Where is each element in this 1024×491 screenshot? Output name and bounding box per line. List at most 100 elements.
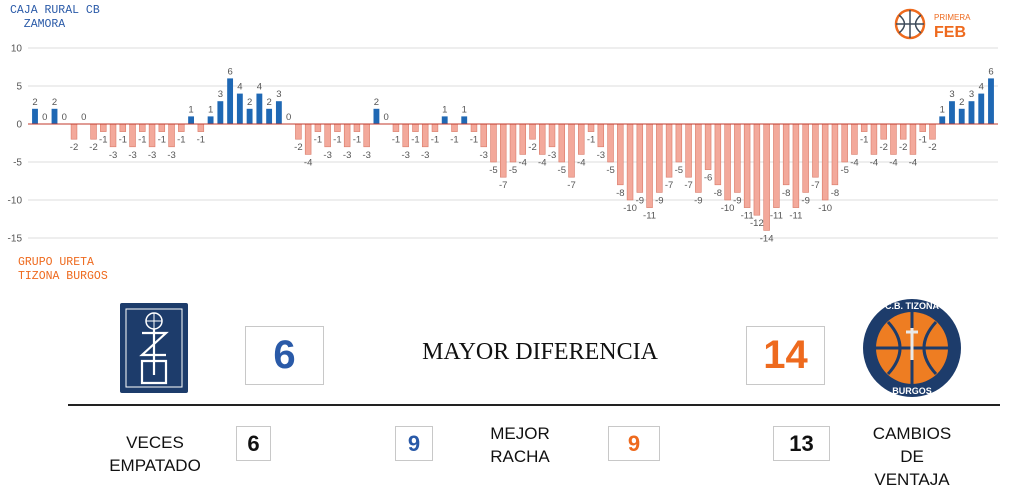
chart-bar <box>236 93 243 124</box>
ties-label: VECES EMPATADO <box>95 431 215 477</box>
bar-value-label: -2 <box>879 142 887 153</box>
chart-bar <box>441 116 448 124</box>
chart-bar <box>100 123 107 132</box>
lead-changes-label-line3: VENTAJA <box>874 470 950 489</box>
chart-bar <box>626 123 634 201</box>
chart-bar <box>646 123 653 208</box>
chart-bar <box>802 123 809 193</box>
ties-value-box: 6 <box>236 426 271 461</box>
chart-bar <box>451 123 458 132</box>
bar-value-label: 3 <box>969 89 974 100</box>
bar-value-label: -8 <box>782 188 790 199</box>
bar-value-label: -2 <box>928 142 936 153</box>
chart-bar <box>529 123 536 140</box>
bar-value-label: 0 <box>286 112 291 123</box>
bar-value-label: -3 <box>362 150 370 161</box>
lead-changes-value-box: 13 <box>773 426 830 461</box>
chart-bar <box>968 101 975 124</box>
feb-text: FEB <box>934 24 966 41</box>
chart-bar <box>304 123 312 155</box>
chart-bar <box>217 101 224 124</box>
bar-value-label: -1 <box>99 135 107 146</box>
chart-bar <box>256 93 263 124</box>
bar-value-label: 1 <box>442 104 447 115</box>
chart-bar <box>295 123 302 140</box>
chart-bar <box>266 108 273 124</box>
chart-bar <box>470 123 478 132</box>
bar-value-label: -1 <box>392 135 400 146</box>
bar-value-label: -1 <box>197 135 205 146</box>
chart-bar <box>412 123 419 132</box>
bar-value-label: 0 <box>62 112 67 123</box>
bar-value-label: -5 <box>840 165 848 176</box>
bar-value-label: 3 <box>949 89 954 100</box>
chart-bar <box>139 123 146 132</box>
bar-value-label: -1 <box>177 135 185 146</box>
bar-value-label: 2 <box>959 97 964 108</box>
chart-bar <box>119 123 127 132</box>
chart-bar <box>90 123 97 140</box>
chart-bar <box>314 123 322 132</box>
streak-label-line2: RACHA <box>490 447 550 466</box>
chart-bar <box>656 123 663 193</box>
ties-label-line2: EMPATADO <box>109 456 201 475</box>
chart-bar <box>519 123 526 155</box>
chart-bar <box>70 123 78 140</box>
bar-value-label: -4 <box>577 157 585 168</box>
bar-value-label: -9 <box>733 195 741 206</box>
chart-bar <box>724 123 731 201</box>
bar-value-label: -1 <box>587 135 595 146</box>
bar-value-label: -14 <box>760 233 774 244</box>
bar-value-label: -5 <box>509 165 517 176</box>
chart-bar <box>939 116 946 124</box>
bar-value-label: -8 <box>616 188 624 199</box>
team-a-logo <box>120 303 188 393</box>
bar-value-label: 3 <box>276 89 281 100</box>
chart-bar <box>792 123 800 208</box>
chart-bar <box>32 108 38 124</box>
chart-bar <box>665 123 673 178</box>
max-diff-team-b-box: 14 <box>746 326 825 385</box>
ties-label-line1: VECES <box>126 433 184 452</box>
bar-value-label: -2 <box>70 142 78 153</box>
bar-value-label: -8 <box>831 188 839 199</box>
bar-value-label: -12 <box>750 218 764 229</box>
bar-value-label: -10 <box>623 203 637 214</box>
bar-value-label: 1 <box>208 104 213 115</box>
bar-value-label: 1 <box>940 104 945 115</box>
bar-value-label: -4 <box>909 157 917 168</box>
chart-bar <box>636 123 644 193</box>
chart-bar <box>578 123 585 155</box>
chart-bar <box>490 123 497 163</box>
chart-bar <box>763 123 770 231</box>
bar-value-label: -4 <box>850 157 858 168</box>
chart-bar <box>929 123 936 140</box>
chart-bar <box>587 123 595 132</box>
chart-bar <box>207 116 214 124</box>
bar-value-label: -4 <box>889 157 897 168</box>
bar-value-label: -3 <box>548 150 556 161</box>
bar-value-label: -2 <box>89 142 97 153</box>
bar-value-label: -7 <box>684 180 692 191</box>
chart-bar <box>978 93 985 124</box>
chart-bar <box>539 123 546 155</box>
bar-value-label: -3 <box>597 150 605 161</box>
bar-value-label: -3 <box>343 150 351 161</box>
chart-bar <box>421 123 429 148</box>
y-tick-label: 0 <box>16 120 22 131</box>
chart-bar <box>860 123 868 132</box>
chart-bar <box>675 123 683 163</box>
chart-bar <box>851 123 858 155</box>
bar-value-label: -3 <box>401 150 409 161</box>
chart-bar <box>363 123 370 148</box>
y-tick-label: 5 <box>16 82 22 93</box>
chart-bar <box>227 78 234 124</box>
bar-value-label: -9 <box>655 195 663 206</box>
bar-value-label: -1 <box>138 135 146 146</box>
bar-value-label: -7 <box>665 180 673 191</box>
chart-bar <box>949 101 955 124</box>
primera-text: PRIMERA <box>934 13 971 22</box>
bar-value-label: -2 <box>528 142 536 153</box>
bar-value-label: -1 <box>860 135 868 146</box>
bar-value-label: -10 <box>721 203 735 214</box>
